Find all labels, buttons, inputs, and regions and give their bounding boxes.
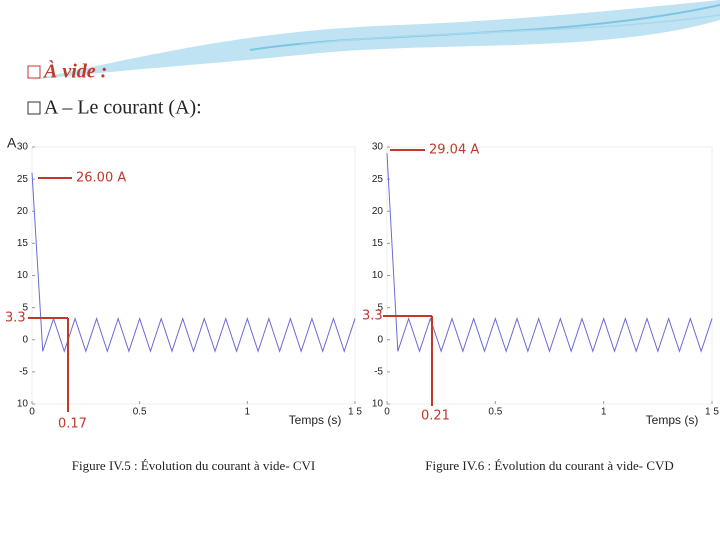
y-tick-label: 5 (22, 302, 28, 313)
subheading: A – Le courant (A): (44, 97, 202, 119)
y-tick-label: -5 (374, 367, 383, 378)
annotation: 3.3 (5, 311, 26, 326)
y-tick-label: 10 (17, 399, 29, 410)
caption: Figure IV.6 : Évolution du courant à vid… (425, 458, 674, 473)
x-tick-label: 1 (601, 407, 607, 418)
x-tick-label: 0 (29, 407, 35, 418)
data-line (31, 172, 356, 353)
annotation: 26.00 A (76, 171, 126, 186)
y-tick-label: 10 (372, 270, 384, 281)
plot-area (386, 146, 713, 405)
annotation: 3.3 (362, 309, 383, 324)
annotation: 0.21 (421, 409, 450, 424)
plot-area (31, 146, 356, 405)
bullet (27, 65, 41, 79)
y-tick-label: 0 (377, 334, 383, 345)
y-tick-label: 20 (17, 206, 29, 217)
data-line (386, 153, 713, 353)
chart: 10 -5 0 5 10 15 20 25 30 0 0.5 1 1 5 Temps (s) Figure … (17, 142, 363, 473)
annotation: 0.17 (58, 417, 87, 432)
bullet (27, 101, 41, 115)
x-tick-label: 0.5 (488, 407, 502, 418)
y-axis-label: A (7, 135, 17, 151)
y-tick-label: 15 (372, 238, 384, 249)
chart: 10 -5 0 5 10 15 20 25 30 0 0.5 1 1 5 Temps (s) Figure … (372, 142, 720, 473)
y-tick-label: 10 (17, 270, 29, 281)
heading: À vide : (42, 60, 107, 83)
x-axis-label: Temps (s) (646, 413, 699, 427)
y-tick-label: 30 (17, 142, 29, 153)
y-tick-label: 30 (372, 142, 384, 153)
y-tick-label: 0 (22, 334, 28, 345)
x-tick-label: 1 (245, 407, 251, 418)
x-tick-label: 1 5 (348, 407, 362, 418)
y-tick-label: 10 (372, 399, 384, 410)
y-tick-label: 25 (17, 174, 29, 185)
x-axis-label: Temps (s) (289, 413, 342, 427)
y-tick-label: 15 (17, 238, 29, 249)
x-tick-label: 0.5 (133, 407, 147, 418)
y-tick-label: 20 (372, 206, 384, 217)
x-tick-label: 0 (384, 407, 390, 418)
annotation: 29.04 A (429, 143, 479, 158)
caption: Figure IV.5 : Évolution du courant à vid… (72, 458, 315, 473)
y-tick-label: 25 (372, 174, 384, 185)
y-tick-label: -5 (19, 367, 28, 378)
x-tick-label: 1 5 (705, 407, 719, 418)
y-tick-label: 5 (377, 302, 383, 313)
decor-wave (299, 14, 720, 46)
